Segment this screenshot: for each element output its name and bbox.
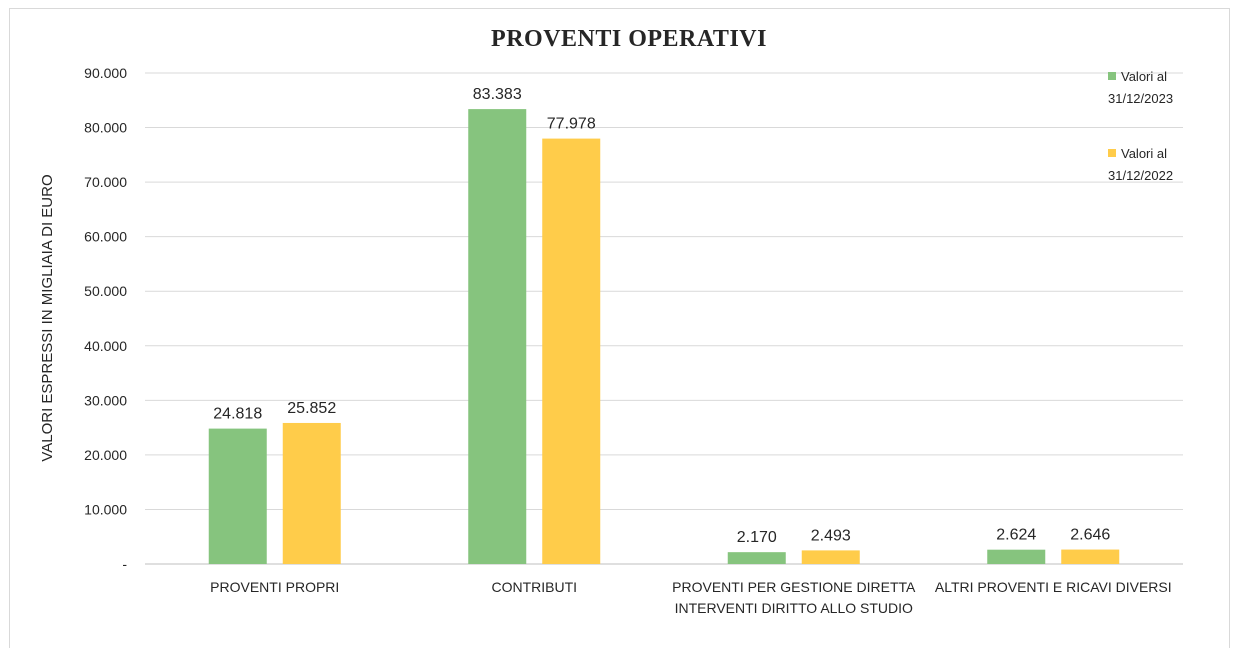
legend-swatch <box>1108 72 1116 80</box>
bars <box>208 109 1120 565</box>
y-axis-label: VALORI ESPRESSI IN MIGLIAIA DI EURO <box>39 174 56 461</box>
legend-label: Valori al <box>1121 146 1167 161</box>
bar <box>987 549 1046 564</box>
y-tick-label: 20.000 <box>84 447 127 463</box>
y-tick-label: 40.000 <box>84 338 127 354</box>
y-tick-label: 30.000 <box>84 392 127 408</box>
data-label: 2.493 <box>811 527 851 544</box>
data-label: 2.624 <box>996 527 1036 544</box>
bar <box>542 138 601 565</box>
category-label: PROVENTI PER GESTIONE DIRETTA <box>672 579 916 595</box>
y-tick-label: 70.000 <box>84 174 127 190</box>
y-tick-label: - <box>122 556 127 572</box>
y-tick-label: 50.000 <box>84 283 127 299</box>
category-label: ALTRI PROVENTI E RICAVI DIVERSI <box>935 579 1172 595</box>
y-tick-label: 10.000 <box>84 501 127 517</box>
data-label: 25.852 <box>287 400 336 417</box>
data-label: 83.383 <box>473 86 522 103</box>
legend-label: Valori al <box>1121 69 1167 84</box>
y-tick-label: 60.000 <box>84 229 127 245</box>
y-tick-label: 90.000 <box>84 65 127 81</box>
chart-title: PROVENTI OPERATIVI <box>491 26 767 52</box>
category-label: PROVENTI PROPRI <box>210 579 339 595</box>
legend: Valori al 31/12/2023 Valori al 31/12/2022 <box>1108 69 1173 183</box>
bar <box>727 552 786 564</box>
legend-label: 31/12/2023 <box>1108 91 1173 106</box>
data-label: 2.646 <box>1070 527 1110 544</box>
y-axis-ticks: - 10.000 20.000 30.000 40.000 50.000 60.000 70.… <box>84 65 127 572</box>
bar <box>208 428 267 564</box>
bar <box>801 550 860 564</box>
data-label: 77.978 <box>547 116 596 133</box>
category-label: INTERVENTI DIRITTO ALLO STUDIO <box>675 600 913 616</box>
bar <box>468 109 527 564</box>
legend-label: 31/12/2022 <box>1108 168 1173 183</box>
data-label: 2.170 <box>737 529 777 546</box>
category-labels: PROVENTI PROPRI CONTRIBUTI PROVENTI PER GE… <box>210 579 1171 616</box>
legend-swatch <box>1108 149 1116 157</box>
bar <box>1061 549 1120 564</box>
bar <box>282 422 341 564</box>
data-labels: 24.818 25.852 83.383 77.978 2.170 2.493 2.624 2… <box>213 86 1110 546</box>
y-tick-label: 80.000 <box>84 120 127 136</box>
category-label: CONTRIBUTI <box>491 579 577 595</box>
data-label: 24.818 <box>213 406 262 423</box>
